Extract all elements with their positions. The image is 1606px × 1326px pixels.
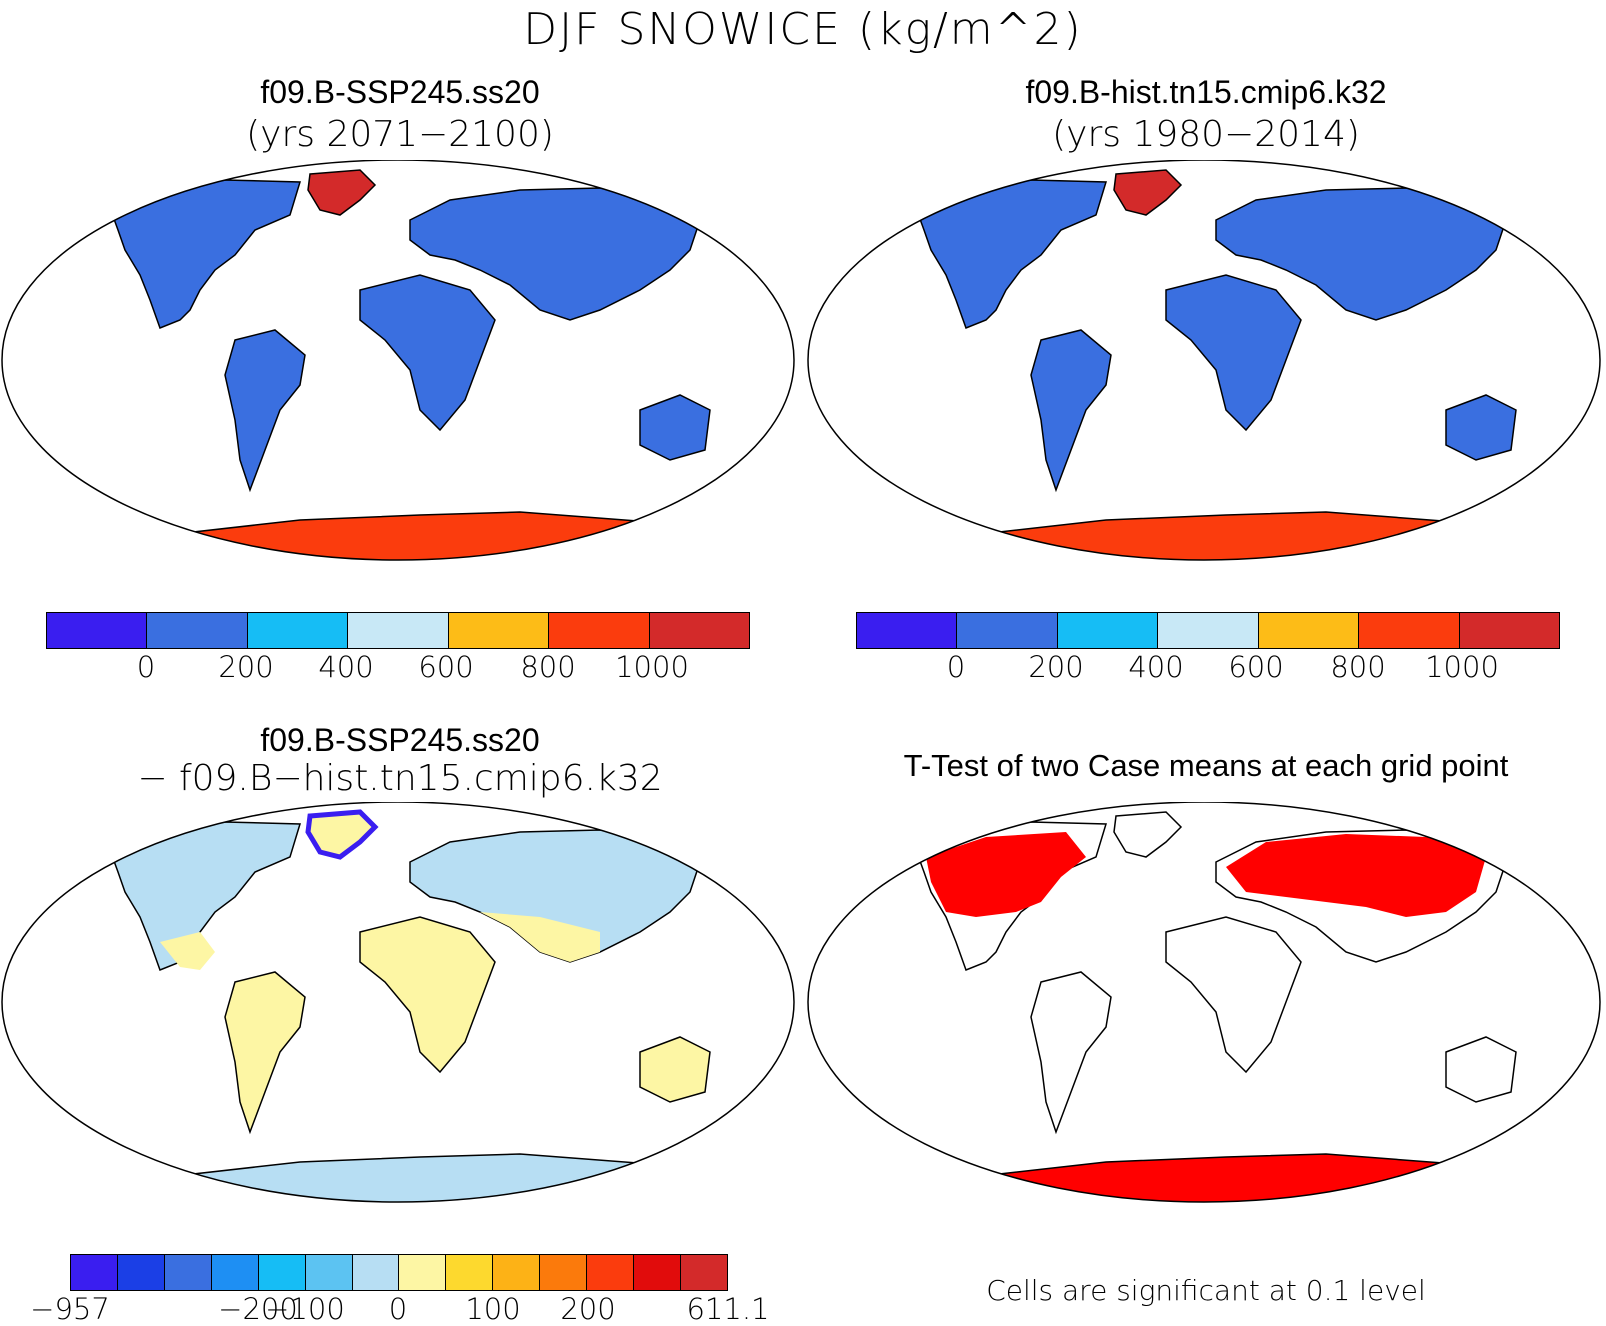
panel-subtitle-top-right: (yrs 1980−2014) — [1052, 114, 1360, 155]
colorbar-tick-label: −200 — [218, 1292, 298, 1326]
land-antarctica — [97, 511, 701, 560]
map-bottom-left — [1, 802, 795, 1203]
panel-title-bottom-right: T-Test of two Case means at each grid po… — [903, 748, 1509, 783]
land-south-america — [1030, 329, 1112, 493]
colorbar-tick-label: 1000 — [1425, 650, 1499, 684]
land-greenland — [307, 169, 377, 216]
land-greenland — [1113, 169, 1183, 216]
colorbar-segment — [147, 613, 248, 648]
colorbar-segment — [352, 1255, 400, 1290]
land-australia — [1445, 394, 1517, 461]
colorbar-tick-label: 200 — [560, 1292, 616, 1326]
colorbar-segment — [164, 1255, 212, 1290]
map-bottom-right — [807, 802, 1601, 1203]
land-greenland — [1113, 811, 1183, 858]
land-africa — [359, 916, 496, 1074]
colorbar-segment — [247, 613, 349, 648]
colorbar-tick-label: 600 — [418, 650, 474, 684]
colorbar-tick-label: 0 — [136, 650, 156, 684]
colorbar-tick-label: 600 — [1228, 650, 1284, 684]
colorbar-top-left — [46, 612, 750, 649]
colorbar-bottom-left — [70, 1254, 728, 1291]
panel-title-top-left: f09.B-SSP245.ss20 — [260, 74, 540, 110]
panel-title-bottom-left: f09.B-SSP245.ss20 — [260, 722, 540, 758]
land-antarctica — [903, 511, 1507, 560]
colorbar-top-right — [856, 612, 1560, 649]
colorbar-segment — [680, 1255, 727, 1290]
colorbar-segment — [446, 1255, 494, 1290]
colorbar-segment — [957, 613, 1058, 648]
colorbar-tick-label: 100 — [465, 1292, 521, 1326]
land-antarctica — [903, 1153, 1507, 1202]
colorbar-segment — [1158, 613, 1259, 648]
colorbar-segment — [857, 613, 958, 648]
colorbar-segment — [649, 613, 749, 648]
land-australia — [1445, 1036, 1517, 1103]
colorbar-segment — [71, 1255, 118, 1290]
map-top-left — [1, 160, 795, 561]
land-south-america — [224, 329, 306, 493]
land-south-asia — [480, 912, 600, 962]
map-top-right — [807, 160, 1601, 561]
land-eurasia — [409, 187, 701, 321]
colorbar-segment — [47, 613, 148, 648]
colorbar-segment — [540, 1255, 588, 1290]
colorbar-segment — [348, 613, 449, 648]
land-africa — [1165, 916, 1302, 1074]
significance-note: Cells are significant at 0.1 level — [986, 1274, 1426, 1307]
land-south-america — [224, 971, 306, 1135]
colorbar-tick-label: 400 — [1128, 650, 1184, 684]
land-australia — [639, 1036, 711, 1103]
colorbar-segment — [634, 1255, 681, 1290]
colorbar-segment — [1459, 613, 1559, 648]
colorbar-segment — [1057, 613, 1159, 648]
colorbar-tick-label: 611.1 — [686, 1292, 770, 1326]
colorbar-tick-label: −100 — [265, 1292, 345, 1326]
colorbar-segment — [587, 1255, 635, 1290]
colorbar-segment — [1359, 613, 1460, 648]
panel-title-top-right: f09.B-hist.tn15.cmip6.k32 — [1025, 74, 1387, 110]
land-eurasia — [409, 829, 701, 963]
land-eurasia — [1215, 187, 1507, 321]
colorbar-segment — [493, 1255, 541, 1290]
colorbar-tick-label: 0 — [388, 1292, 408, 1326]
colorbar-tick-label: 200 — [218, 650, 274, 684]
land-antarctica — [97, 1153, 701, 1202]
significant-eurasia — [1226, 834, 1486, 917]
colorbar-tick-label: −957 — [30, 1292, 110, 1326]
colorbar-segment — [117, 1255, 165, 1290]
panel-subtitle-top-left: (yrs 2071−2100) — [246, 114, 554, 155]
land-north-america — [109, 179, 302, 329]
colorbar-segment — [1258, 613, 1360, 648]
panel-subtitle-bottom-left: − f09.B−hist.tn15.cmip6.k32 — [137, 758, 663, 799]
colorbar-segment — [305, 1255, 353, 1290]
figure-title: DJF SNOWICE (kg/m^2) — [523, 4, 1083, 55]
land-africa — [359, 274, 496, 432]
colorbar-tick-label: 400 — [318, 650, 374, 684]
significant-north-america — [926, 832, 1086, 917]
colorbar-segment — [211, 1255, 259, 1290]
colorbar-tick-label: 1000 — [615, 650, 689, 684]
colorbar-tick-label: 800 — [520, 650, 576, 684]
colorbar-tick-label: 0 — [946, 650, 966, 684]
colorbar-segment — [448, 613, 550, 648]
colorbar-segment — [258, 1255, 306, 1290]
colorbar-tick-label: 800 — [1330, 650, 1386, 684]
land-central-america — [160, 932, 215, 970]
land-africa — [1165, 274, 1302, 432]
colorbar-tick-label: 200 — [1028, 650, 1084, 684]
land-north-america — [915, 179, 1108, 329]
land-greenland — [305, 809, 379, 860]
land-south-america — [1030, 971, 1112, 1135]
colorbar-segment — [399, 1255, 447, 1290]
land-australia — [639, 394, 711, 461]
colorbar-segment — [549, 613, 650, 648]
